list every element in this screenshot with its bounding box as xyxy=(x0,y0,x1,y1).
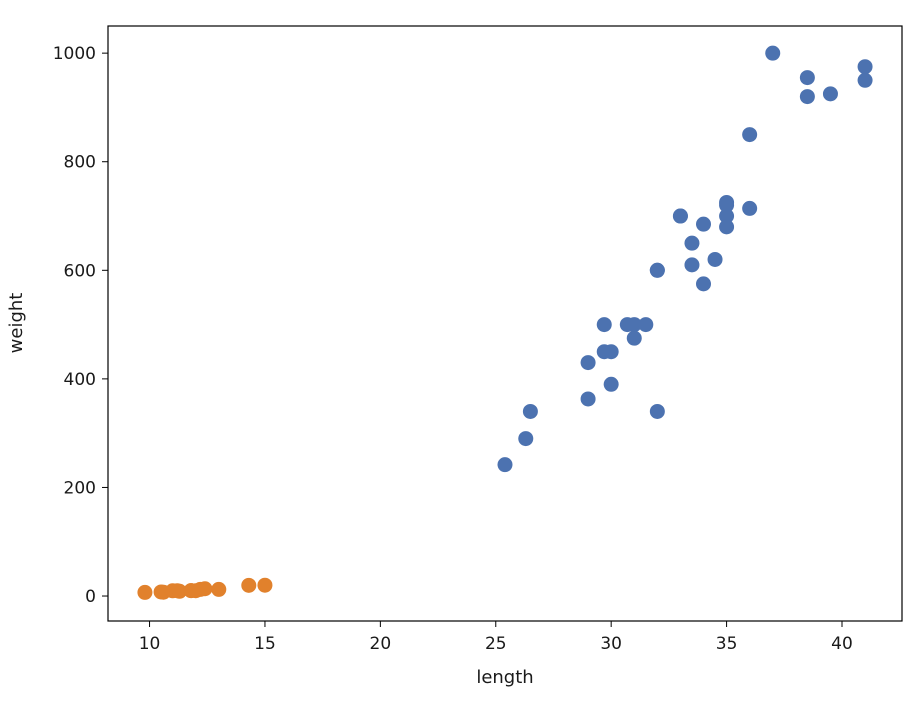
data-point-s0-34 xyxy=(857,72,873,88)
data-point-s0-33 xyxy=(857,59,873,75)
data-point-s0-3 xyxy=(580,391,596,407)
plot-frame xyxy=(107,25,903,622)
data-point-s0-32 xyxy=(822,86,838,102)
data-point-s0-8 xyxy=(603,344,619,360)
data-point-s0-22 xyxy=(707,251,723,267)
data-point-s0-7 xyxy=(603,376,619,392)
x-tick-label-6: 40 xyxy=(831,634,853,654)
x-tick-label-3: 25 xyxy=(485,634,507,654)
data-point-s0-1 xyxy=(518,431,534,447)
x-axis-label: length xyxy=(476,667,533,688)
data-point-s0-23 xyxy=(719,219,735,235)
y-axis-label: weight xyxy=(6,293,27,354)
x-tick-label-5: 35 xyxy=(716,634,738,654)
data-point-s0-15 xyxy=(649,262,665,278)
data-point-s0-24 xyxy=(719,208,735,224)
x-tick-label-0: 10 xyxy=(139,634,161,654)
data-point-s0-10 xyxy=(626,330,642,346)
points-layer xyxy=(137,45,873,600)
data-point-s0-29 xyxy=(765,45,781,61)
x-tick-label-2: 20 xyxy=(370,634,392,654)
data-point-s1-12 xyxy=(241,577,257,593)
x-tick-label-1: 15 xyxy=(254,634,276,654)
y-tick-label-3: 600 xyxy=(64,261,96,281)
data-point-s0-17 xyxy=(672,208,688,224)
data-point-s1-13 xyxy=(257,577,273,593)
data-point-s1-11 xyxy=(211,581,227,597)
data-point-s0-21 xyxy=(696,216,711,232)
data-point-s0-26 xyxy=(719,197,735,213)
data-point-s0-18 xyxy=(684,257,700,273)
data-point-s0-28 xyxy=(742,127,758,143)
data-point-s0-20 xyxy=(696,276,711,292)
y-tick-label-4: 800 xyxy=(64,153,96,173)
y-tick-label-5: 1000 xyxy=(53,44,96,64)
data-point-s1-5 xyxy=(172,583,188,599)
data-point-s0-6 xyxy=(596,317,612,333)
data-point-s0-4 xyxy=(580,355,596,371)
x-tick-label-4: 30 xyxy=(600,634,622,654)
data-point-s0-0 xyxy=(497,457,513,473)
data-point-s0-11 xyxy=(626,317,642,333)
data-point-s0-31 xyxy=(799,70,815,86)
y-tick-label-2: 400 xyxy=(64,370,96,390)
data-point-s0-2 xyxy=(522,403,538,419)
data-point-s0-19 xyxy=(684,235,700,251)
data-point-s1-10 xyxy=(197,581,213,597)
data-point-s0-13 xyxy=(649,403,665,419)
data-point-s0-27 xyxy=(742,200,758,216)
data-point-s0-30 xyxy=(799,89,815,105)
data-point-s0-12 xyxy=(638,317,654,333)
y-tick-label-0: 0 xyxy=(85,587,96,607)
data-point-s1-0 xyxy=(137,584,153,600)
y-tick-label-1: 200 xyxy=(64,478,96,498)
